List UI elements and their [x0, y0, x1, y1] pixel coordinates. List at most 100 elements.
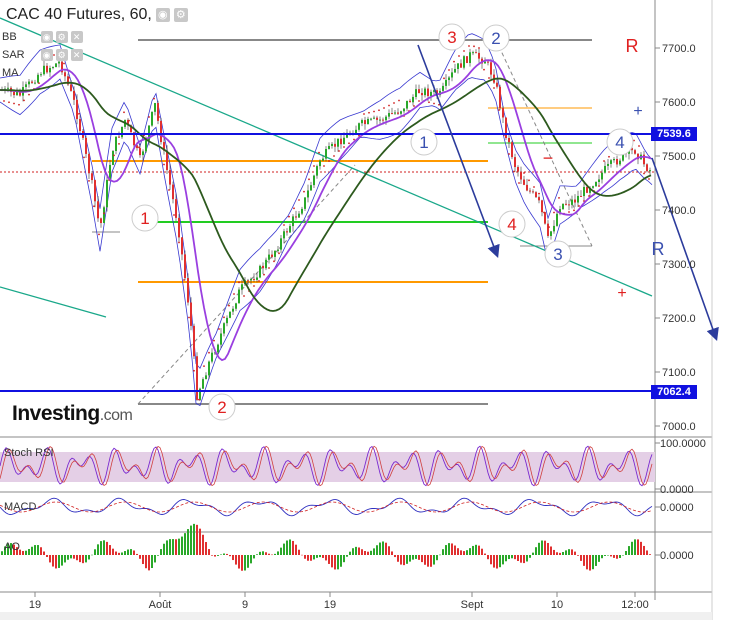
ao-bar	[46, 555, 48, 557]
ao-bar	[34, 545, 36, 555]
candle-body	[430, 91, 432, 97]
candle-body	[394, 112, 396, 114]
candle-body	[40, 74, 42, 76]
wave-label-circle	[438, 23, 466, 51]
ao-bar	[130, 549, 132, 555]
ao-bar	[148, 555, 150, 571]
ao-label: AO	[4, 541, 20, 553]
candle-body	[166, 150, 168, 170]
sar-dot	[493, 87, 495, 89]
ao-bar	[88, 555, 90, 560]
price-tag-resistance[interactable]: 7539.6	[651, 127, 697, 141]
close-icon[interactable]: ✕	[70, 31, 83, 43]
candle-body	[94, 180, 96, 202]
ao-bar	[385, 542, 387, 555]
support-resistance-lines[interactable]	[0, 133, 655, 392]
ao-bar	[310, 555, 312, 561]
indicator-bb-row[interactable]: BB ◉ ⚙ ✕	[2, 30, 83, 44]
price-tick-label: 7300.0	[662, 259, 696, 271]
candle-body	[421, 93, 423, 96]
price-tag-support[interactable]: 7062.4	[651, 385, 697, 399]
candle-body	[13, 91, 15, 96]
ao-bar	[370, 550, 372, 555]
candle-body	[637, 153, 639, 160]
sar-dot	[378, 109, 380, 112]
ao-bar	[139, 555, 141, 559]
ao-bar	[64, 555, 66, 563]
candle-body	[409, 100, 411, 103]
ao-bar	[49, 555, 51, 563]
ao-bar	[184, 533, 186, 555]
candle-body	[100, 218, 102, 224]
indicator-ma-row[interactable]: MA	[2, 66, 19, 80]
candle-body	[157, 103, 159, 121]
ao-bar	[595, 555, 597, 566]
time-tick-label: 19	[29, 599, 41, 611]
eye-icon[interactable]: ◉	[155, 8, 170, 22]
candle-body	[247, 280, 249, 282]
candle-body	[145, 140, 147, 152]
candle-body	[70, 84, 72, 91]
ao-bar	[646, 550, 648, 555]
bollinger-upper	[0, 33, 653, 370]
sar-dot	[173, 214, 175, 216]
scrollbar[interactable]	[0, 612, 712, 620]
candle-body	[511, 142, 513, 158]
sar-dot	[418, 100, 420, 102]
candle-body	[151, 111, 153, 126]
close-icon[interactable]: ✕	[70, 49, 83, 61]
candle-body	[175, 199, 177, 218]
ao-bar	[529, 555, 531, 558]
ao-bar	[580, 555, 582, 561]
sar-dot	[513, 170, 515, 173]
ao-bar	[67, 555, 69, 560]
candle-body	[139, 148, 141, 156]
ao-bar	[598, 555, 600, 562]
candle-body	[550, 231, 552, 236]
candle-body	[295, 216, 297, 218]
candle-body	[91, 173, 93, 181]
ao-bar	[178, 538, 180, 555]
pane-tick-label: 100.0000	[660, 438, 706, 450]
candle-body	[586, 186, 588, 193]
candle-body	[28, 81, 30, 85]
candle-body	[55, 63, 57, 68]
candle-body	[226, 317, 228, 324]
ao-bar	[367, 551, 369, 555]
candle-body	[562, 203, 564, 210]
sar-dot	[538, 192, 540, 195]
ao-bar	[523, 555, 525, 564]
candle-body	[283, 231, 285, 239]
candle-body	[535, 192, 537, 198]
ao-bar	[553, 549, 555, 555]
indicator-sar-row[interactable]: SAR ◉ ⚙ ✕	[2, 48, 83, 62]
candle-body	[523, 179, 525, 185]
ao-bar	[559, 552, 561, 555]
candle-body	[436, 90, 438, 96]
ao-bar	[22, 550, 24, 555]
eye-icon[interactable]: ◉	[40, 31, 53, 43]
gear-icon[interactable]: ⚙	[55, 31, 68, 43]
gear-icon[interactable]: ⚙	[173, 8, 188, 22]
sar-dot	[28, 93, 30, 96]
macd-signal	[0, 501, 653, 513]
gear-icon[interactable]: ⚙	[55, 49, 68, 61]
sar-dot	[398, 99, 400, 102]
ao-bar	[118, 552, 120, 555]
candle-body	[520, 171, 522, 180]
ao-bar	[286, 540, 288, 555]
ao-bar	[166, 540, 168, 555]
ao-bar	[31, 546, 33, 555]
ao-bar	[115, 551, 117, 555]
ao-bar	[106, 541, 108, 555]
ao-bar	[478, 545, 480, 555]
ao-bar	[304, 555, 306, 559]
ao-bar	[1, 551, 3, 555]
eye-icon[interactable]: ◉	[40, 49, 53, 61]
stoch-rsi-label: Stoch RSI	[4, 447, 54, 459]
sar-dot	[233, 293, 235, 295]
ao-bar	[316, 555, 318, 558]
ao-bar	[490, 555, 492, 565]
sar-dot	[253, 285, 255, 287]
